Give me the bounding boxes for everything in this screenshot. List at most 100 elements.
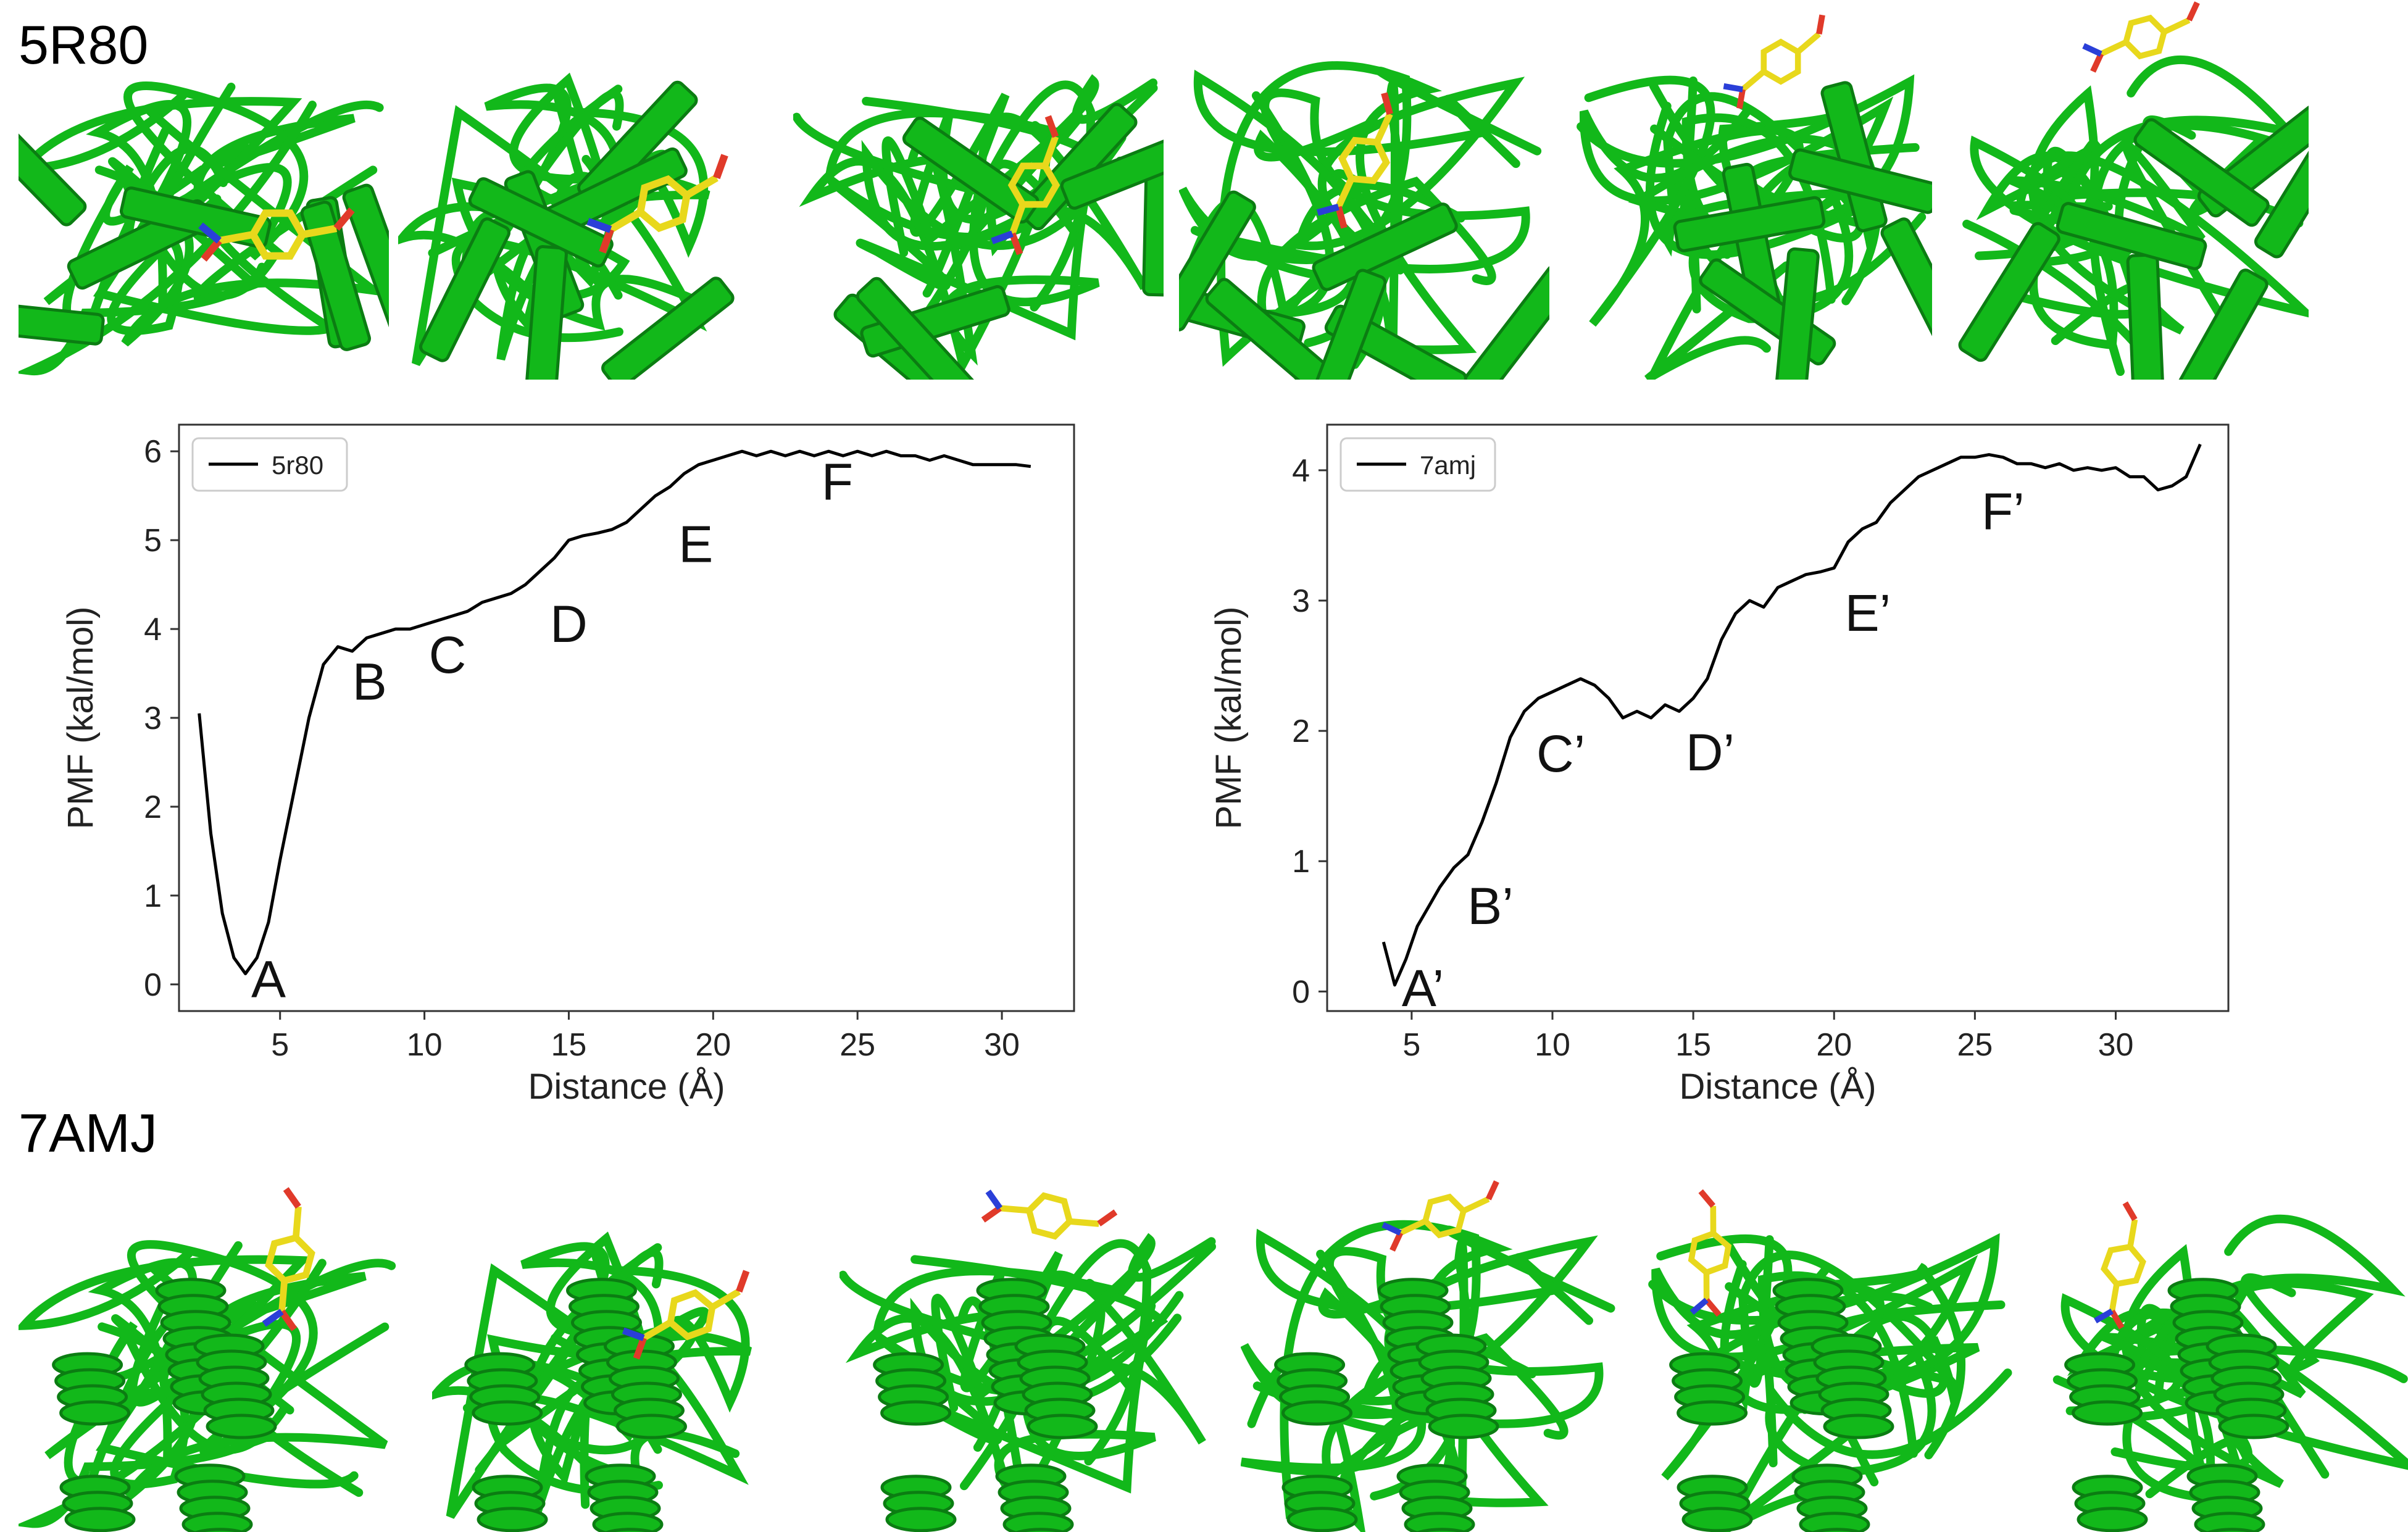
7amj-structure-panel xyxy=(1241,1160,1623,1532)
ligand-bond xyxy=(1069,1218,1099,1227)
helix-turn xyxy=(2218,1413,2289,1439)
beta-strand xyxy=(2171,269,2268,380)
helix-turn xyxy=(1027,1413,1098,1439)
ligand-bond xyxy=(278,1280,288,1312)
helix-turn xyxy=(477,1507,548,1532)
7amj-structure-panel xyxy=(19,1160,401,1532)
ligand-bond-oxygen xyxy=(1736,89,1746,109)
beta-strand xyxy=(1774,247,1820,380)
structure-picture xyxy=(432,1231,752,1532)
x-tick-label: 5 xyxy=(1402,1027,1420,1063)
ligand-ring xyxy=(636,175,691,233)
helix-turn xyxy=(1002,1512,1074,1532)
ligand-bond-oxygen xyxy=(1335,206,1348,229)
helix-turn xyxy=(2077,1507,2148,1532)
protein-loop xyxy=(19,1241,312,1388)
structure-picture xyxy=(793,74,1164,380)
legend-box xyxy=(1339,437,1496,492)
y-tick-label: 3 xyxy=(1292,583,1310,619)
ligand-bond xyxy=(1796,31,1821,54)
point-annotation: B xyxy=(352,652,387,710)
ligand-bond xyxy=(999,1205,1030,1214)
ligand-ring xyxy=(2101,1243,2146,1288)
structure-picture xyxy=(1241,1180,1615,1532)
protein-loop xyxy=(94,106,389,347)
beta-strand xyxy=(468,177,614,268)
x-tick-label: 25 xyxy=(1957,1027,1993,1063)
helix-turn xyxy=(603,1528,657,1532)
protein-loop xyxy=(839,1239,1151,1466)
beta-strand xyxy=(1788,148,1932,214)
helix-turn xyxy=(1281,1400,1353,1426)
7amj-structure-panel xyxy=(839,1160,1222,1532)
ligand-bond-oxygen xyxy=(2109,1309,2125,1330)
structure-picture xyxy=(19,1187,396,1532)
x-tick-label: 10 xyxy=(407,1027,443,1063)
structure-picture xyxy=(1958,1,2309,380)
protein-loop xyxy=(1765,1352,2012,1477)
x-axis-label: Distance (Å) xyxy=(528,1067,725,1107)
helix-turn xyxy=(880,1400,952,1426)
protein-loop xyxy=(931,1233,1216,1412)
point-annotation: D xyxy=(550,595,588,653)
ligand-ring xyxy=(2122,14,2168,60)
5r80-structure-panel xyxy=(1565,0,1932,380)
y-tick-label: 4 xyxy=(1292,453,1310,489)
pmf-chart-5r80: 5 10 15 20 25 30 0 1 2 3 4 5 6 Distance (Å) PMF (kal/m… xyxy=(60,423,1075,1107)
legend-label: 7amj xyxy=(1420,451,1476,480)
section-label-7amj: 7AMJ xyxy=(19,1102,157,1164)
ligand-bond xyxy=(2109,1283,2120,1312)
beta-strand xyxy=(1179,190,1256,331)
ligand-bond-nitrogen xyxy=(1316,203,1339,216)
protein-loop xyxy=(793,80,1095,312)
ligand-bond-oxygen xyxy=(1044,115,1059,138)
x-tick-label: 30 xyxy=(984,1027,1020,1063)
structure-picture xyxy=(1648,1189,2012,1532)
point-annotation: A’ xyxy=(1402,959,1444,1017)
helix-turn xyxy=(885,1507,957,1532)
ligand-bond-nitrogen xyxy=(985,1189,1002,1210)
ligand-bond-nitrogen xyxy=(1723,83,1743,93)
ligand-bond-oxygen xyxy=(1485,1180,1499,1201)
ligand-bond xyxy=(1399,1218,1427,1236)
ligand-bond xyxy=(1009,203,1027,235)
protein-loop xyxy=(1584,75,1804,327)
beta-strand xyxy=(419,217,510,362)
beta-strand xyxy=(1307,269,1387,380)
5r80-structure-panel xyxy=(793,0,1164,380)
y-axis-label: PMF (kal/mol) xyxy=(1209,607,1249,830)
beta-strand xyxy=(2254,118,2309,259)
ligand-bond-nitrogen xyxy=(2082,43,2102,57)
ligand-bond-oxygen xyxy=(599,228,614,254)
x-tick-label: 15 xyxy=(1675,1027,1711,1063)
x-tick-label: 15 xyxy=(551,1027,587,1063)
protein-loop xyxy=(123,81,309,260)
protein-loop xyxy=(2154,1214,2406,1410)
5r80-structure-panel xyxy=(19,0,389,380)
helix-turn xyxy=(2194,1512,2265,1532)
beta-strand xyxy=(1880,217,1932,362)
helix-turn xyxy=(206,1413,277,1439)
series-line-7amj xyxy=(1381,443,2202,987)
point-annotation: E xyxy=(678,515,713,573)
ligand xyxy=(1688,1189,1732,1317)
beta-strand xyxy=(2126,253,2165,380)
helix-turn xyxy=(1014,1528,1068,1532)
7amj-structure-panel xyxy=(2031,1160,2408,1532)
ligand xyxy=(991,115,1060,256)
point-annotation: F xyxy=(822,453,853,511)
y-tick-label: 1 xyxy=(1292,844,1310,880)
point-annotation: D’ xyxy=(1686,723,1735,781)
ligand xyxy=(1723,14,1825,109)
ligand xyxy=(2082,1,2200,73)
ligand-ring xyxy=(1760,38,1801,85)
7amj-structure-panel xyxy=(1636,1160,2018,1532)
plot-frame xyxy=(1326,423,2230,1012)
ligand-bond xyxy=(1710,1205,1717,1234)
x-tick-label: 20 xyxy=(695,1027,731,1063)
y-tick-label: 2 xyxy=(144,789,162,825)
ligand-bond-oxygen xyxy=(2090,52,2104,73)
y-tick-label: 5 xyxy=(144,523,162,559)
helix-turn xyxy=(193,1528,247,1532)
x-tick-label: 25 xyxy=(839,1027,875,1063)
